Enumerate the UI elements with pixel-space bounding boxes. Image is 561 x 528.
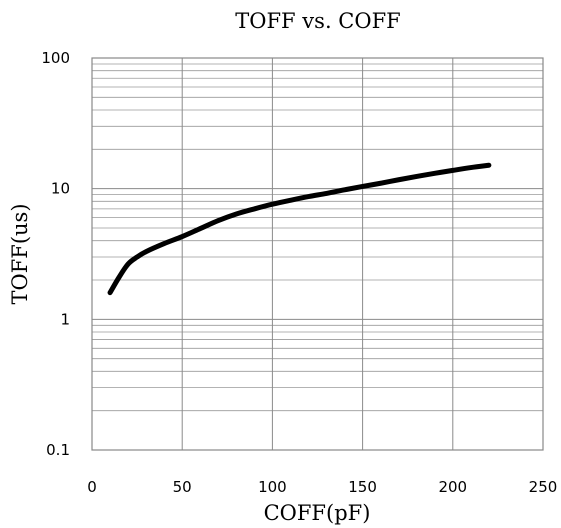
y-tick-labels: 0.1 1 10 100 [41,49,70,459]
chart-title: TOFF vs. COFF [235,9,400,33]
minor-gridlines [92,63,543,412]
y-tick-label: 1 [60,310,70,328]
x-tick-label: 100 [258,478,287,496]
x-tick-label: 150 [348,478,377,496]
x-axis-label: COFF(pF) [264,501,371,525]
series-line [107,162,492,296]
x-tick-label: 50 [173,478,192,496]
x-tick-label: 250 [529,478,558,496]
y-axis-label: TOFF(us) [8,203,32,304]
series-layer [107,162,492,296]
y-tick-label: 10 [51,180,70,198]
x-tick-label: 0 [87,478,97,496]
x-tick-labels: 0 50 100 150 200 250 [87,478,557,496]
x-tick-label: 200 [438,478,467,496]
y-tick-label: 100 [41,49,70,67]
y-tick-label: 0.1 [46,441,70,459]
plot-area-border [91,57,544,451]
major-gridlines [91,57,544,451]
